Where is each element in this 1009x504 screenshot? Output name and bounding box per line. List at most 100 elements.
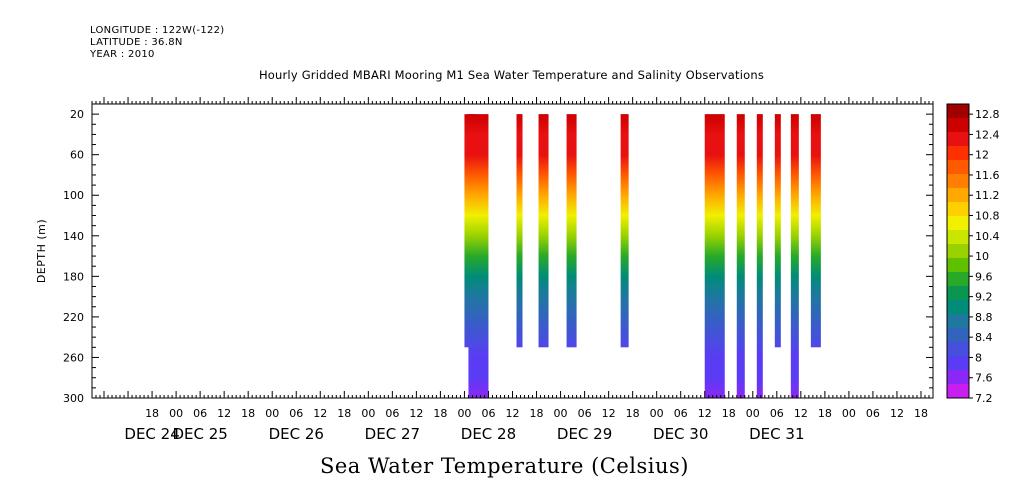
data-block-5 [620, 114, 629, 348]
x-day-label: DEC 29 [557, 425, 612, 443]
year-label: YEAR : 2010 [90, 49, 155, 60]
x-hour-label: 18 [722, 407, 736, 420]
x-day-label: DEC 28 [461, 425, 516, 443]
colorbar-swatch [947, 258, 969, 273]
data-block-7 [736, 114, 745, 398]
y-axis: 20 60 100 140 180 220 260 300 [63, 103, 933, 405]
x-hour-label: 06 [289, 407, 303, 420]
x-hour-label: 18 [433, 407, 447, 420]
x-day-label: DEC 25 [172, 425, 227, 443]
x-day-label: DEC 30 [653, 425, 708, 443]
x-day-label: DEC 26 [269, 425, 324, 443]
x-hour-label: 18 [914, 407, 928, 420]
colorbar-label: 10.8 [975, 210, 1000, 223]
x-hour-label: 06 [866, 407, 880, 420]
colorbar-swatch [947, 272, 969, 287]
x-hour-label: 12 [313, 407, 327, 420]
y-tick-label: 260 [63, 351, 84, 364]
data-block-9 [774, 114, 781, 348]
data-block-8 [756, 114, 763, 398]
x-hour-label: 00 [265, 407, 279, 420]
x-day-label: DEC 27 [365, 425, 420, 443]
data-block-11 [810, 114, 821, 348]
y-axis-label: DEPTH (m) [35, 219, 48, 283]
colorbar-label: 8.8 [975, 311, 993, 324]
x-hour-label: 12 [602, 407, 616, 420]
colorbar-label: 12.8 [975, 108, 1000, 121]
data-block-1 [468, 114, 489, 398]
colorbar-label: 9.6 [975, 270, 993, 283]
colorbar-label: 11.2 [975, 189, 1000, 202]
x-day-label: DEC 24 [124, 425, 179, 443]
colorbar-swatch [947, 286, 969, 301]
colorbar-label: 12 [975, 149, 989, 162]
y-tick-label: 180 [63, 270, 84, 283]
colorbar-label: 10 [975, 250, 989, 263]
colorbar-swatch [947, 356, 969, 371]
x-hour-label: 00 [746, 407, 760, 420]
colorbar-swatch [947, 174, 969, 189]
x-hour-label: 18 [818, 407, 832, 420]
colorbar-label: 8.4 [975, 331, 993, 344]
x-hour-label: 06 [193, 407, 207, 420]
x-hour-label: 18 [530, 407, 544, 420]
plot-border [91, 103, 934, 399]
x-hour-label: 18 [337, 407, 351, 420]
colorbar-label: 7.6 [975, 372, 993, 385]
x-hour-label: 12 [794, 407, 808, 420]
x-hour-label: 06 [481, 407, 495, 420]
x-hour-label: 18 [241, 407, 255, 420]
colorbar-swatch [947, 216, 969, 231]
data-block-3 [538, 114, 549, 348]
plot-frame [91, 103, 934, 399]
latitude-label: LATITUDE : 36.8N [90, 37, 183, 48]
colorbar-swatch [947, 118, 969, 133]
x-hour-label: 12 [217, 407, 231, 420]
x-hour-label: 00 [842, 407, 856, 420]
colorbar-border [946, 103, 970, 399]
x-hour-label: 00 [169, 407, 183, 420]
x-hour-label: 06 [674, 407, 688, 420]
x-axis: 18 00 06 12 18 00 06 12 18 00 06 12 18 00 06 12 18 00 06 12… [91, 97, 934, 443]
colorbar-swatch [947, 132, 969, 147]
longitude-label: LONGITUDE : 122W(-122) [90, 25, 225, 36]
data-block-4 [566, 114, 577, 348]
colorbar-swatch [947, 314, 969, 329]
colorbar-label: 9.2 [975, 291, 993, 304]
colorbar-swatch [947, 146, 969, 161]
x-hour-label: 18 [626, 407, 640, 420]
x-hour-label: 06 [770, 407, 784, 420]
colorbar-swatch [947, 230, 969, 245]
colorbar-label: 12.4 [975, 128, 1000, 141]
colorbar-swatch [947, 328, 969, 343]
colorbar-swatch [947, 370, 969, 385]
y-tick-label: 20 [70, 108, 84, 121]
colorbar-swatch [947, 384, 969, 399]
data-block-2 [516, 114, 523, 348]
y-tick-label: 140 [63, 230, 84, 243]
colorbar-label: 7.2 [975, 392, 993, 405]
data-blocks [464, 114, 821, 398]
y-tick-label: 100 [63, 189, 84, 202]
colorbar-label: 10.4 [975, 230, 1000, 243]
x-day-label: DEC 31 [749, 425, 804, 443]
data-block-10 [790, 114, 799, 398]
x-hour-label: 06 [578, 407, 592, 420]
x-hour-label: 00 [650, 407, 664, 420]
x-hour-label: 00 [554, 407, 568, 420]
data-block-6 [704, 114, 725, 398]
x-hour-label: 00 [361, 407, 375, 420]
x-hour-label: 00 [457, 407, 471, 420]
y-tick-label: 60 [70, 149, 84, 162]
colorbar-swatch [947, 104, 969, 119]
x-hour-label: 12 [506, 407, 520, 420]
colorbar: 12.8 12.4 12 11.6 11.2 10.8 10.4 10 9.6 9.2 8.8 8.4… [946, 103, 1000, 405]
x-hour-label: 12 [698, 407, 712, 420]
colorbar-swatch [947, 202, 969, 217]
chart-title: Hourly Gridded MBARI Mooring M1 Sea Wate… [258, 68, 765, 82]
x-hour-label: 06 [385, 407, 399, 420]
colorbar-swatch [947, 300, 969, 315]
x-hour-label: 12 [890, 407, 904, 420]
colorbar-swatch [947, 188, 969, 203]
